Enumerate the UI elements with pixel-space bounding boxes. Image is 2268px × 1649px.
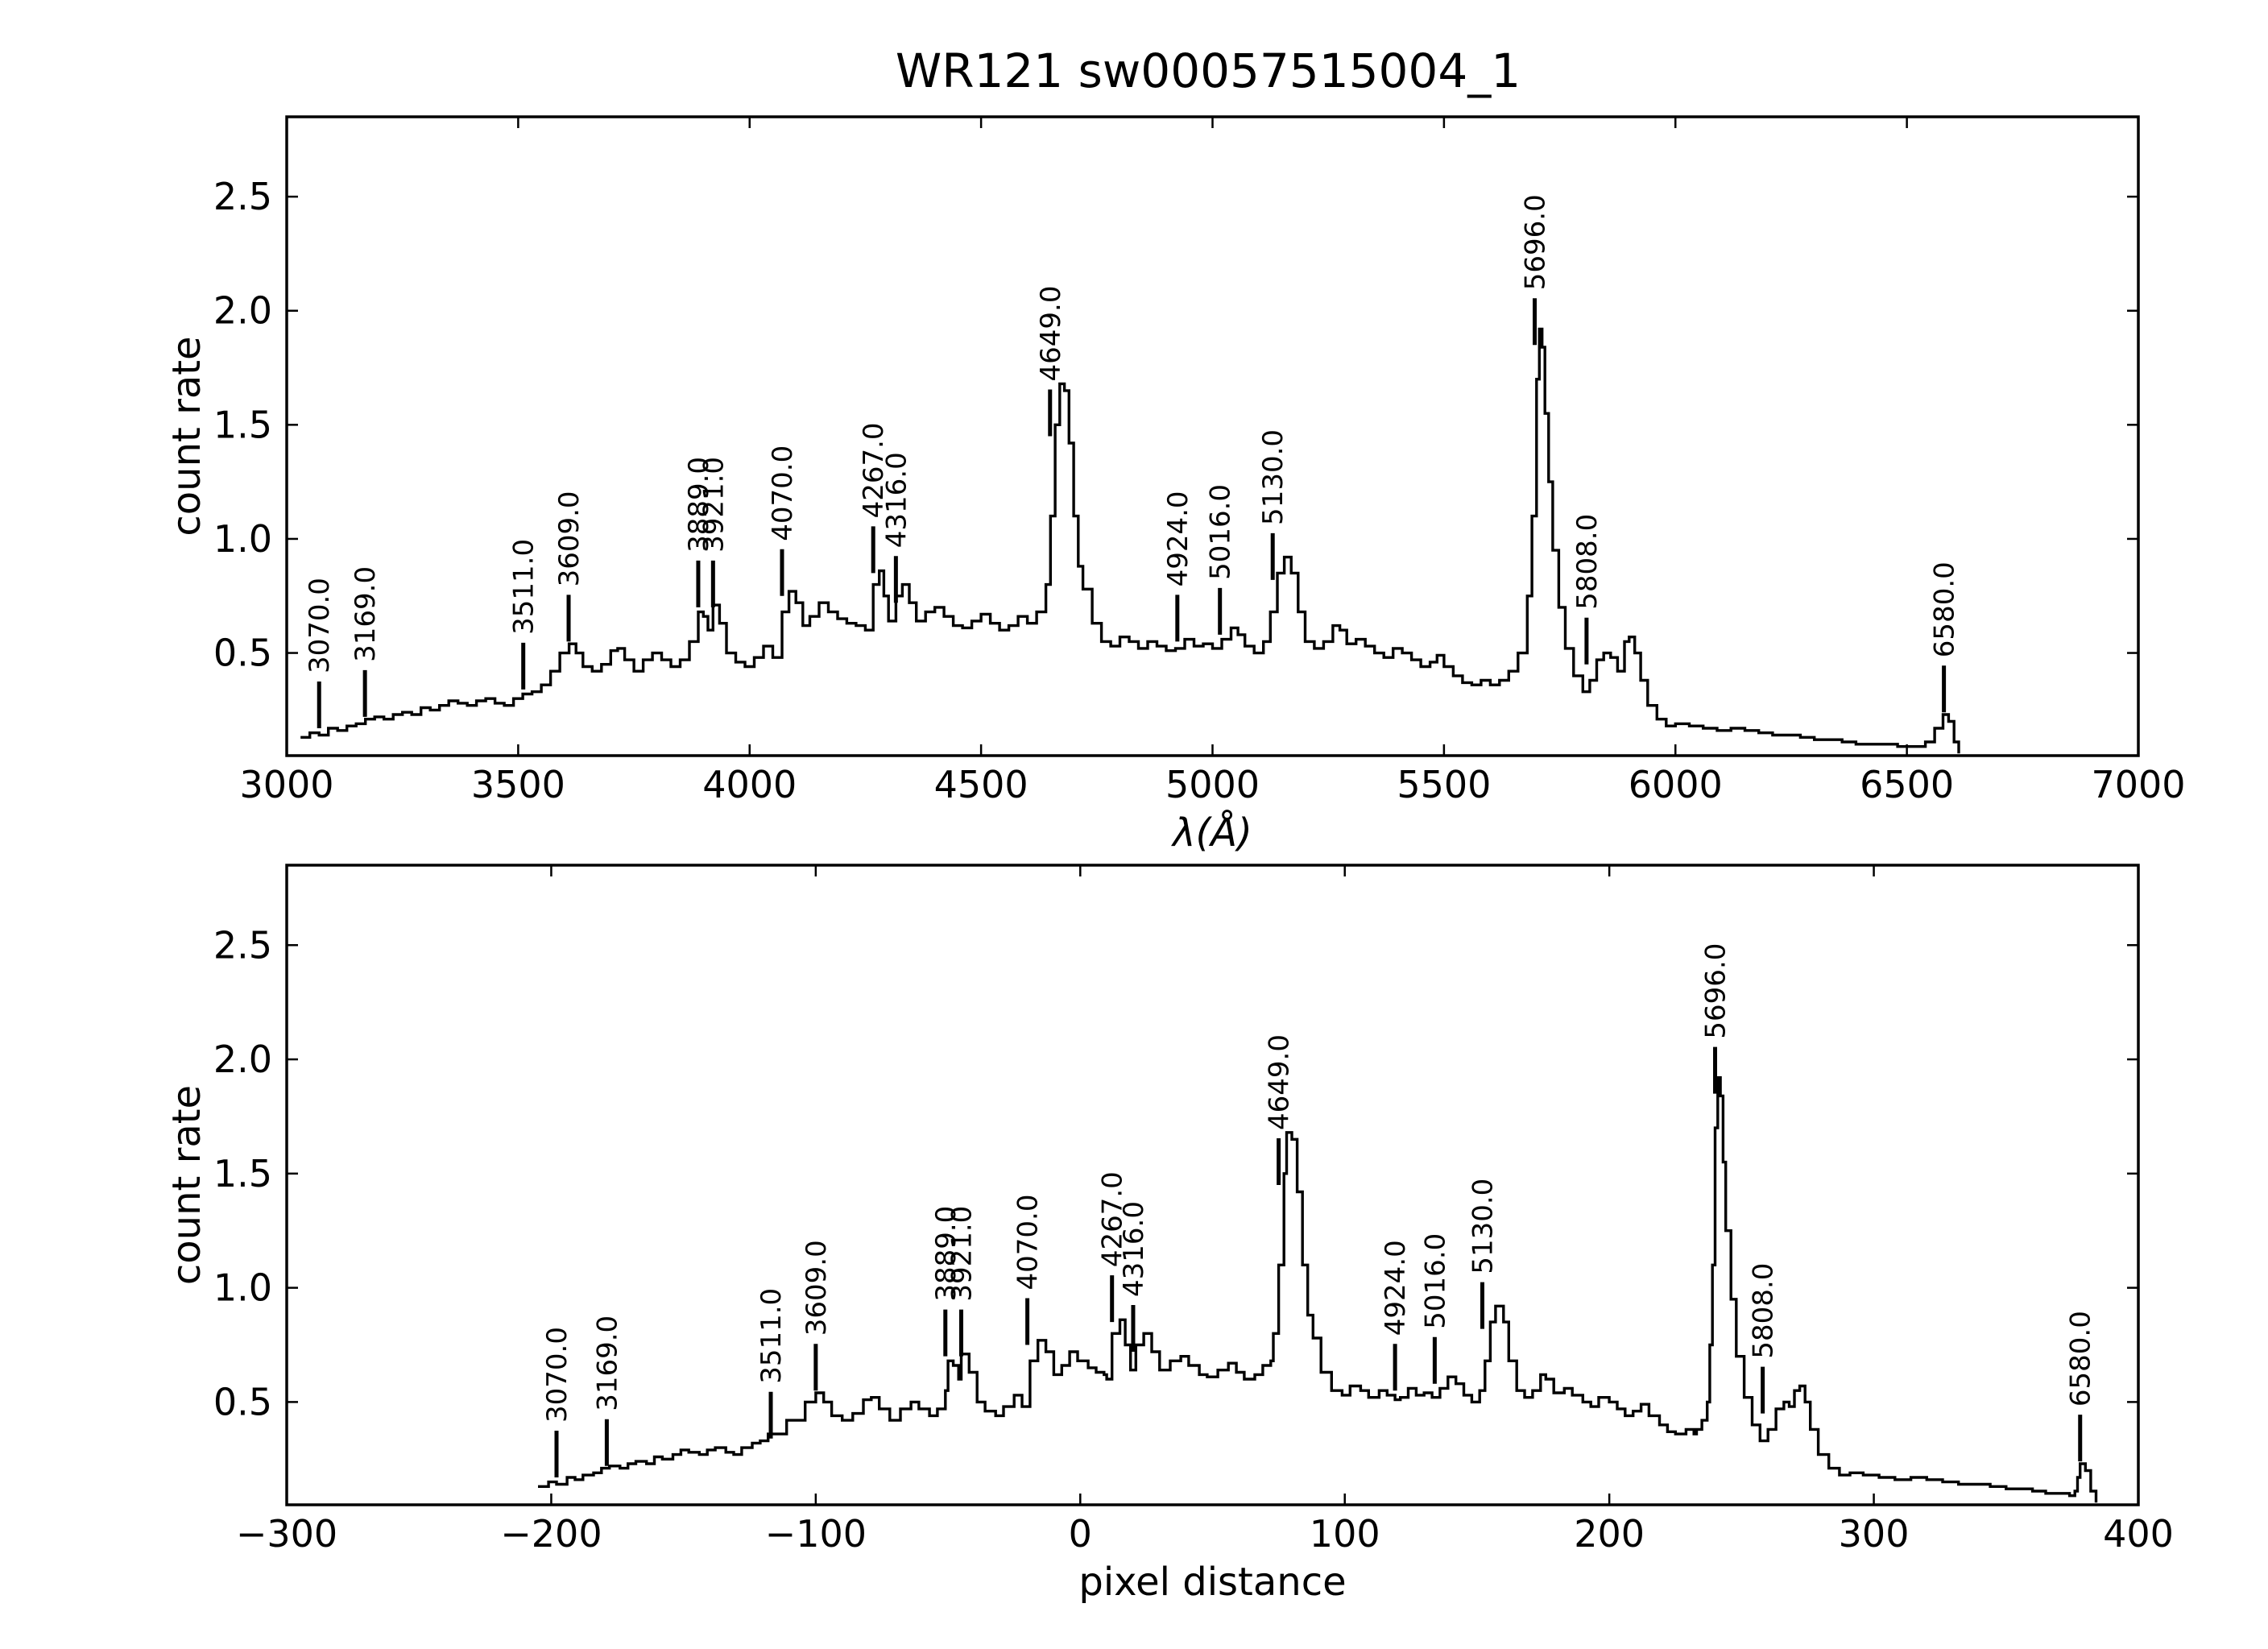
- top-y-axis-label: count rate: [164, 336, 209, 536]
- top-x-tick-label: 6500: [1860, 763, 1954, 806]
- bottom-y-tick-label: 0.5: [213, 1380, 272, 1423]
- bottom-y-tick-label: 2.5: [213, 923, 272, 967]
- top-line-label: 6580.0: [1929, 561, 1961, 657]
- bottom-line-label: 4649.0: [1264, 1034, 1296, 1130]
- top-line-label: 4267.0: [858, 422, 890, 518]
- top-line-label: 4316.0: [880, 452, 913, 548]
- bottom-x-tick-label: 0: [1069, 1512, 1092, 1556]
- top-x-axis-label: λ(Å): [1170, 810, 1252, 856]
- top-line-label: 4070.0: [767, 445, 799, 541]
- top-line-label: 4649.0: [1035, 286, 1067, 382]
- bottom-x-tick-label: 200: [1574, 1512, 1645, 1556]
- top-x-tick-label: 3000: [239, 763, 333, 806]
- bottom-line-label: 3921.0: [946, 1206, 978, 1302]
- bottom-x-tick-label: 400: [2103, 1512, 2174, 1556]
- top-x-tick-label: 5000: [1165, 763, 1260, 806]
- top-line-label: 3889.0: [683, 457, 715, 553]
- top-line-label: 3921.0: [697, 457, 730, 553]
- top-axes-frame: [285, 115, 2140, 757]
- bottom-x-tick-label: 300: [1839, 1512, 1910, 1556]
- top-y-tick-label: 1.0: [213, 517, 272, 561]
- figure-title: WR121 sw00057515004_1: [896, 44, 1521, 98]
- top-x-tick-label: 4000: [702, 763, 797, 806]
- bottom-line-label: 5016.0: [1419, 1233, 1451, 1329]
- bottom-x-tick-label: 100: [1310, 1512, 1380, 1556]
- bottom-line-label: 4316.0: [1118, 1201, 1150, 1297]
- bottom-line-label: 3609.0: [801, 1240, 833, 1336]
- top-y-tick-label: 2.5: [213, 175, 272, 218]
- bottom-y-axis-label: count rate: [164, 1085, 209, 1285]
- bottom-x-axis-label: pixel distance: [1078, 1560, 1346, 1605]
- bottom-line-label: 3070.0: [541, 1327, 573, 1423]
- top-x-tick-label: 3500: [471, 763, 565, 806]
- top-y-tick-label: 2.0: [213, 289, 272, 333]
- bottom-line-label: 5808.0: [1748, 1263, 1780, 1359]
- bottom-axes-frame: [285, 864, 2140, 1506]
- bottom-line-label: 3889.0: [930, 1206, 962, 1302]
- bottom-line-label: 5696.0: [1700, 943, 1732, 1039]
- bottom-x-tick-label: −200: [500, 1512, 602, 1556]
- top-line-label: 3511.0: [508, 539, 540, 635]
- top-line-label: 5130.0: [1257, 429, 1289, 525]
- top-x-tick-label: 5500: [1397, 763, 1491, 806]
- bottom-y-tick-label: 1.5: [213, 1152, 272, 1195]
- bottom-line-label: 6580.0: [2065, 1311, 2097, 1407]
- top-x-tick-label: 4500: [934, 763, 1028, 806]
- bottom-spectrum-line: [538, 1076, 2098, 1503]
- top-line-label: 3169.0: [350, 566, 382, 662]
- top-line-label: 5696.0: [1520, 194, 1552, 290]
- top-spectrum-line: [300, 327, 1960, 754]
- top-y-tick-label: 1.5: [213, 403, 272, 446]
- top-x-tick-label: 7000: [2091, 763, 2185, 806]
- bottom-line-label: 3511.0: [755, 1288, 788, 1384]
- bottom-x-tick-label: −100: [765, 1512, 867, 1556]
- bottom-y-tick-label: 1.0: [213, 1266, 272, 1310]
- top-line-label: 3070.0: [304, 578, 336, 673]
- bottom-y-tick-label: 2.0: [213, 1038, 272, 1081]
- bottom-line-label: 4070.0: [1012, 1195, 1045, 1291]
- top-line-label: 3609.0: [553, 491, 586, 586]
- bottom-line-label: 5130.0: [1467, 1179, 1499, 1274]
- bottom-x-tick-label: −300: [236, 1512, 337, 1556]
- bottom-line-label: 3169.0: [591, 1315, 623, 1411]
- top-x-tick-label: 6000: [1629, 763, 1723, 806]
- top-line-label: 5016.0: [1205, 484, 1237, 580]
- top-line-label: 4924.0: [1162, 491, 1194, 586]
- bottom-line-label: 4924.0: [1380, 1240, 1412, 1336]
- top-y-tick-label: 0.5: [213, 632, 272, 675]
- bottom-line-label: 4267.0: [1097, 1171, 1129, 1267]
- top-line-label: 5808.0: [1571, 514, 1604, 610]
